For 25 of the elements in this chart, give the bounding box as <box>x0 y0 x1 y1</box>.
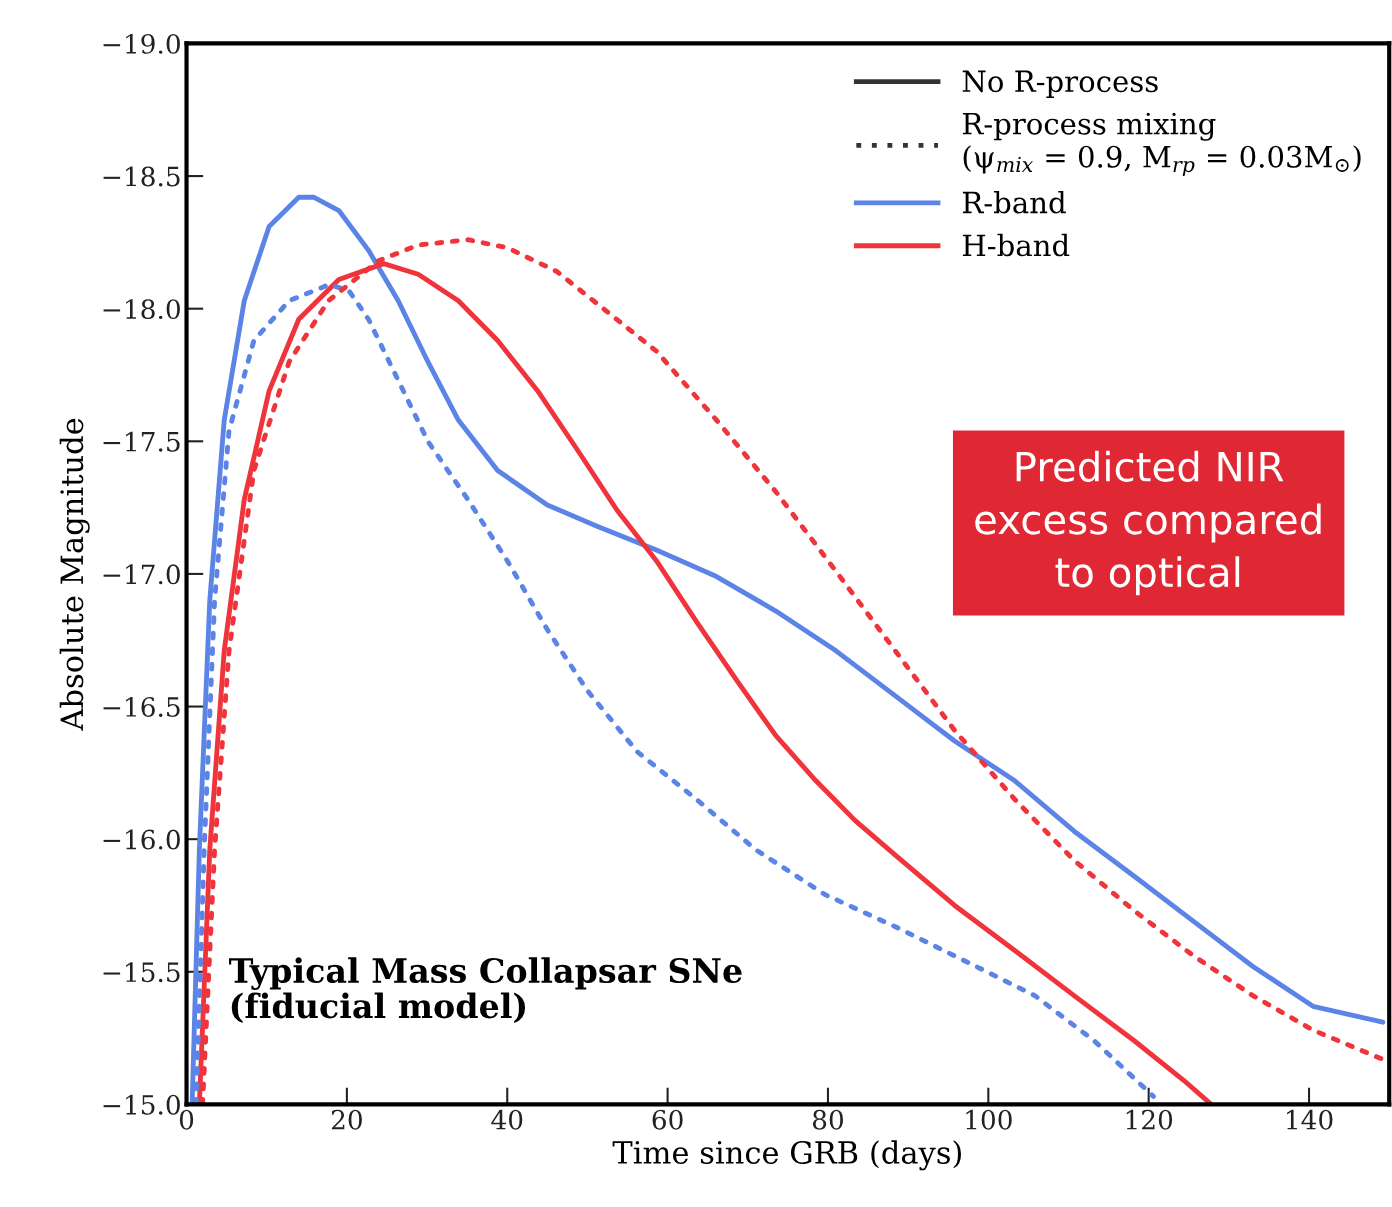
x-tick-label: 80 <box>812 1109 843 1130</box>
annotation: Predicted NIR excess compared to optical <box>975 450 1321 596</box>
y-tick-label: −16.0 <box>103 829 180 850</box>
x-tick-label: 20 <box>331 1109 362 1130</box>
y-tick-label: −16.5 <box>103 696 180 717</box>
y-tick-label: −15.5 <box>103 962 180 983</box>
y-tick-label: −19.0 <box>103 33 180 54</box>
annotation: R-process mixing (ψ$_{mix}$ = 0.9, M$_{rp}$ = 0.03M$_{⊙}$) <box>962 112 1361 177</box>
annotation: Typical Mass Collapsar SNe (fiducial model) <box>229 957 742 1024</box>
x-axis-title: Time since GRB (days) <box>612 1140 962 1171</box>
x-tick-label: 40 <box>491 1109 523 1130</box>
x-tick-label: 140 <box>1287 1109 1333 1130</box>
x-tick-label: 120 <box>1126 1109 1173 1130</box>
legend-label: H-band <box>962 233 1070 257</box>
x-tick-label: 100 <box>966 1109 1012 1130</box>
x-tick-label: 0 <box>179 1109 194 1130</box>
y-tick-label: −17.0 <box>103 564 180 585</box>
annotation: No R-process <box>962 70 1158 98</box>
x-tick-label: 60 <box>652 1109 683 1130</box>
y-tick-label: −15.0 <box>103 1094 180 1115</box>
legend-label: R-band <box>962 190 1066 214</box>
y-tick-label: −18.0 <box>103 299 180 320</box>
y-axis-title: Absolute Magnitude <box>59 418 90 731</box>
y-tick-label: −18.5 <box>103 166 180 187</box>
y-tick-label: −17.5 <box>103 431 180 452</box>
